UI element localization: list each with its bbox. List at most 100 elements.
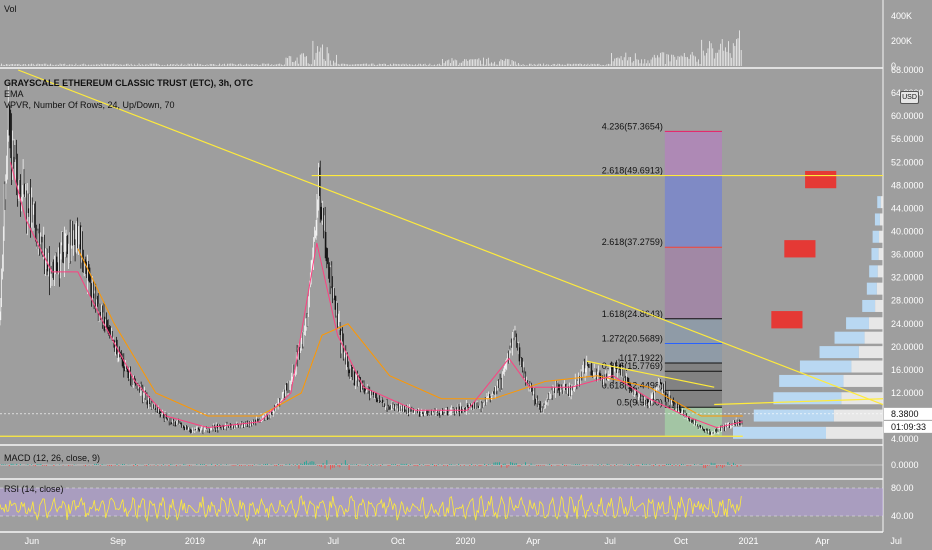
vpvr-row-down — [843, 374, 883, 387]
volume-axis-tick: 0 — [891, 61, 896, 71]
price-axis-tick: 12.0000 — [891, 388, 924, 398]
price-axis-tick: 24.0000 — [891, 319, 924, 329]
time-axis-tick: Jul — [890, 536, 902, 546]
vpvr-row-up — [799, 360, 852, 373]
fib-zone — [664, 131, 722, 176]
price-axis-tick: 32.0000 — [891, 273, 924, 283]
fib-zone — [664, 363, 722, 408]
vpvr-row-up — [869, 265, 878, 278]
volume-axis-tick: 200K — [891, 36, 912, 46]
fib-zone — [664, 318, 722, 364]
vpvr-row-up — [779, 374, 844, 387]
slow-moving-average-line — [77, 248, 743, 417]
ema-indicator-label[interactable]: EMA — [4, 89, 24, 99]
time-axis-tick: Jun — [25, 536, 40, 546]
fib-level-label: 1.272(20.5689) — [602, 334, 663, 344]
fib-level-label: 2.618(49.6913) — [602, 166, 663, 176]
countdown-badge — [884, 420, 932, 433]
vpvr-row-down — [851, 360, 883, 373]
fib-level-label: 1.618(24.8643) — [602, 309, 663, 319]
rsi-line — [0, 494, 742, 523]
vpvr-row-up — [753, 409, 834, 422]
rsi-pane — [0, 487, 883, 523]
price-axis-tick: 68.0000 — [891, 65, 924, 75]
trendline — [17, 69, 884, 406]
vpvr-row-down — [878, 248, 883, 261]
price-axis-tick: 28.0000 — [891, 296, 924, 306]
price-axis-tick: 52.0000 — [891, 157, 924, 167]
vpvr-row-down — [880, 196, 883, 209]
time-axis-tick: Apr — [815, 536, 829, 546]
vpvr-row-up — [846, 317, 869, 330]
symbol-title[interactable]: GRAYSCALE ETHEREUM CLASSIC TRUST (ETC), … — [4, 78, 254, 88]
vpvr-row-down — [841, 392, 883, 405]
volume-label: Vol — [4, 4, 17, 14]
trendline — [714, 398, 884, 406]
vpvr-row-up — [866, 282, 877, 295]
target-box — [805, 170, 837, 189]
fib-level-label: 0.618(12.4498) — [602, 380, 663, 390]
last-price-badge — [884, 407, 932, 420]
vpvr-indicator-label[interactable]: VPVR, Number Of Rows, 24, Up/Down, 70 — [4, 100, 175, 110]
price-axis-tick: 16.0000 — [891, 365, 924, 375]
macd-indicator-label[interactable]: MACD (12, 26, close, 9) — [4, 453, 101, 463]
time-axis-tick: Jul — [604, 536, 616, 546]
fib-zone — [664, 247, 722, 319]
time-axis-tick: Oct — [391, 536, 406, 546]
time-axis-tick: Oct — [674, 536, 689, 546]
vpvr-row-up — [877, 196, 881, 209]
price-axis-tick: 60.0000 — [891, 111, 924, 121]
price-axis-tick: 36.0000 — [891, 250, 924, 260]
vpvr-row-up — [874, 213, 880, 226]
vpvr-row-down — [877, 265, 883, 278]
target-box — [784, 240, 816, 258]
vpvr-row-down — [833, 409, 883, 422]
price-axis-tick: 20.0000 — [891, 342, 924, 352]
fib-level-label: 0.886(15.7769) — [602, 361, 663, 371]
vpvr-row-down — [876, 282, 883, 295]
price-axis-tick: 48.0000 — [891, 180, 924, 190]
macd-pane — [0, 460, 883, 470]
volume-pane — [0, 30, 742, 66]
price-axis-tick: 56.0000 — [891, 134, 924, 144]
fib-level-label: 4.236(57.3654) — [602, 121, 663, 131]
rsi-axis-tick: 40.00 — [891, 511, 914, 521]
time-axis-tick: 2021 — [739, 536, 759, 546]
volume-axis-tick: 400K — [891, 11, 912, 21]
vpvr-row-down — [879, 230, 883, 243]
ema-line — [9, 162, 743, 429]
vpvr-row-down — [826, 426, 883, 439]
vpvr-row-down — [858, 346, 883, 359]
macd-axis-tick: 0.0000 — [891, 460, 919, 470]
price-axis[interactable]: 400K200K068.000064.000060.000056.000052.… — [884, 11, 932, 521]
vpvr-row-down — [864, 331, 883, 344]
vpvr-row-down — [868, 317, 883, 330]
fib-zone — [664, 175, 722, 248]
rsi-indicator-label[interactable]: RSI (14, close) — [4, 484, 64, 494]
fib-level-label: 2.618(37.2759) — [602, 237, 663, 247]
fib-level-label: 0.5(9.5200) — [617, 397, 663, 407]
rsi-axis-tick: 80.00 — [891, 483, 914, 493]
last-price-value: 8.3800 — [891, 409, 919, 419]
vpvr-row-up — [871, 248, 879, 261]
currency-badge[interactable]: USD — [900, 91, 919, 104]
price-pane: 4.236(57.3654) 2.618(49.6913) 2.618(37.275… — [0, 69, 884, 439]
price-axis-tick: 4.0000 — [891, 434, 919, 444]
time-axis-tick: Apr — [526, 536, 540, 546]
price-axis-tick: 40.0000 — [891, 226, 924, 236]
time-axis-tick: 2019 — [185, 536, 205, 546]
vpvr-row-up — [834, 331, 865, 344]
vpvr-row-down — [879, 213, 883, 226]
time-axis-tick: Apr — [252, 536, 266, 546]
price-axis-tick: 44.0000 — [891, 203, 924, 213]
vpvr-row-down — [875, 299, 883, 312]
trendline — [586, 360, 715, 388]
time-axis-tick: Sep — [110, 536, 126, 546]
bar-countdown: 01:09:33 — [891, 422, 926, 432]
vpvr-row-up — [819, 346, 859, 359]
vpvr-row-up — [733, 426, 826, 439]
time-axis-tick: Jul — [328, 536, 340, 546]
target-box — [771, 311, 803, 329]
time-axis[interactable]: Jun Sep 2019 Apr Jul Oct 2020 Apr Jul Oct 2021 Apr J… — [25, 536, 902, 546]
